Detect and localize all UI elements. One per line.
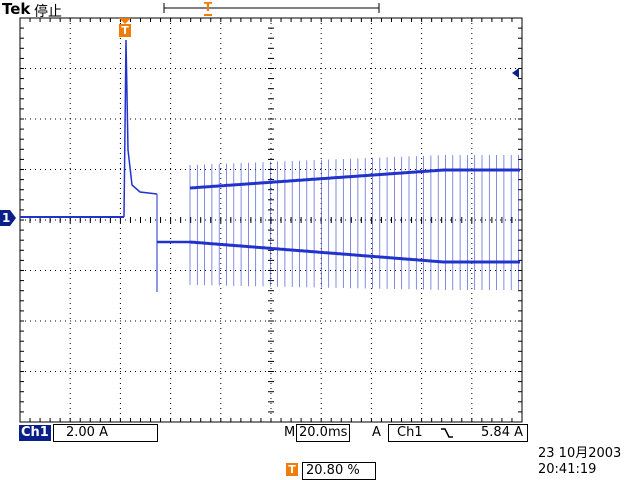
volts-per-div-readout[interactable]: 2.00 A xyxy=(53,424,158,442)
falling-edge-icon xyxy=(441,428,453,438)
trace-segment xyxy=(189,168,520,190)
timebase-readout[interactable]: 20.0ms xyxy=(296,424,351,442)
trigger-position-marker[interactable]: T xyxy=(118,18,132,42)
trigger-source-prefix: A xyxy=(372,425,381,440)
waveform-trace xyxy=(20,39,520,292)
record-window-indicator xyxy=(163,3,380,13)
channel-badge[interactable]: Ch1 xyxy=(19,425,51,441)
brand-logo: Tek xyxy=(2,0,31,18)
trigger-arrow-icon xyxy=(119,18,131,24)
date-readout: 23 10月2003 xyxy=(538,446,622,461)
trigger-position-marker-small: T xyxy=(286,463,298,476)
acquisition-status: 停止 xyxy=(34,4,62,20)
graticule xyxy=(19,17,523,423)
record-trigger-marker: T xyxy=(202,0,214,16)
time-readout: 20:41:19 xyxy=(538,462,597,477)
channel1-marker-shape xyxy=(0,210,16,226)
record-trigger-icon: T xyxy=(203,0,213,16)
trigger-level-readout: 5.84 A xyxy=(481,425,523,440)
record-trigger-label: T xyxy=(203,0,213,14)
channel1-ground-marker[interactable]: 1 xyxy=(0,210,16,226)
trace-segment xyxy=(123,39,158,218)
trigger-position-readout[interactable]: 20.80 % xyxy=(302,462,376,480)
trigger-readout[interactable]: Ch1 5.84 A xyxy=(388,424,528,442)
trace-segment xyxy=(189,240,520,264)
channel1-marker-label: 1 xyxy=(2,211,11,225)
trigger-channel: Ch1 xyxy=(397,425,423,440)
trigger-marker-label: T xyxy=(119,24,131,37)
trigger-level-arrow-icon[interactable] xyxy=(512,68,519,78)
timebase-prefix: M xyxy=(284,425,296,440)
